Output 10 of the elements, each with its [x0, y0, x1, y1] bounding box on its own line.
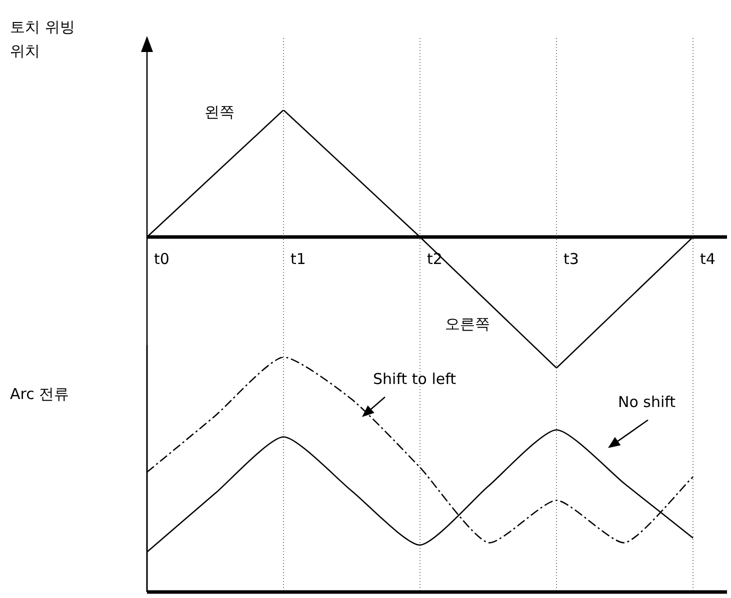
x-tick-label: t3	[564, 250, 579, 268]
y-axis-title: Arc 전류	[10, 384, 70, 403]
annotation: 오른쪽	[445, 314, 490, 333]
y-axis-title: 토치 위빙 위치	[10, 18, 75, 60]
series-label: Shift to left	[373, 370, 456, 388]
annotation: 왼쪽	[204, 102, 234, 121]
x-tick-label: t0	[154, 250, 170, 268]
text: No shift	[618, 392, 676, 411]
x-tick-label: t1	[290, 250, 306, 268]
x-tick-label: t4	[700, 250, 716, 268]
